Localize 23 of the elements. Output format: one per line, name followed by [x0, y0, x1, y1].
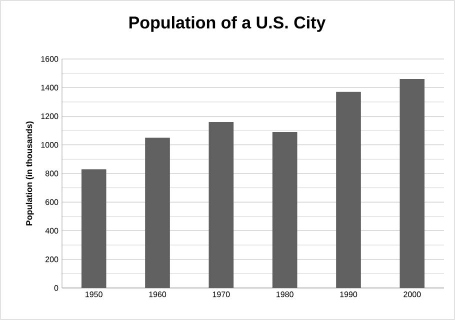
y-tick-label: 1000 — [41, 142, 58, 148]
bar — [145, 138, 170, 288]
y-tick-label: 400 — [45, 228, 58, 234]
x-tick-label: 1950 — [86, 292, 102, 298]
y-tick-label: 600 — [46, 199, 58, 205]
y-tick-label: 1600 — [41, 56, 58, 62]
x-tick-label: 1990 — [340, 292, 358, 298]
x-tick-label: 1960 — [149, 292, 166, 298]
bar — [336, 92, 361, 288]
x-tick-label: 1980 — [276, 292, 294, 298]
chart-title: Population of a U.S. City — [129, 16, 326, 32]
x-tick-label: 2000 — [404, 292, 421, 298]
bar — [400, 79, 425, 288]
y-tick-label: 200 — [46, 256, 58, 262]
bar — [208, 122, 234, 288]
y-tick-label: 800 — [45, 170, 58, 176]
y-tick-label: 1400 — [41, 84, 58, 90]
x-tick-label: 1970 — [212, 292, 230, 298]
bar — [81, 169, 106, 288]
y-tick-label: 0 — [54, 285, 58, 291]
y-axis-title: Population (in thousands) — [26, 122, 34, 226]
y-tick-label: 1200 — [41, 113, 58, 120]
bar — [272, 132, 298, 288]
